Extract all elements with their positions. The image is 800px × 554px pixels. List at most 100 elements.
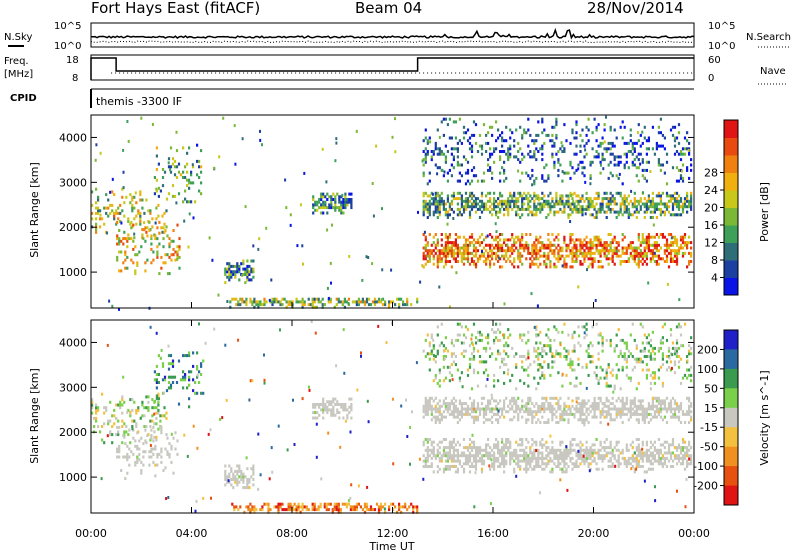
power-cell	[367, 303, 371, 307]
power-cell	[474, 205, 478, 209]
power-cell	[332, 198, 335, 201]
power-cell	[424, 152, 427, 156]
power-cell	[563, 265, 566, 269]
power-cell	[589, 262, 592, 266]
velocity-cell	[581, 412, 584, 416]
power-cell	[679, 197, 683, 201]
velocity-cell	[230, 469, 233, 473]
velocity-cell	[629, 404, 632, 408]
power-cell	[517, 249, 520, 253]
power-cell	[517, 199, 520, 203]
power-cell	[503, 160, 506, 164]
velocity-cell	[579, 418, 582, 422]
velocity-cell	[143, 425, 146, 428]
power-cell	[248, 278, 251, 282]
power-cell	[557, 233, 560, 236]
velocity-cell	[657, 407, 660, 411]
velocity-cell	[287, 505, 290, 509]
velocity-cell	[589, 448, 592, 452]
velocity-cell	[587, 412, 590, 416]
power-cell	[450, 174, 453, 178]
power-cell	[509, 194, 512, 198]
power-cell	[686, 166, 689, 170]
velocity-cell	[603, 404, 606, 408]
power-cell	[543, 246, 546, 250]
velocity-cell	[428, 454, 431, 458]
velocity-cell	[547, 407, 550, 411]
power-cell	[625, 246, 628, 250]
velocity-cell	[328, 408, 331, 412]
velocity-cell	[240, 469, 243, 473]
velocity-cell	[287, 502, 290, 506]
power-cell	[340, 206, 343, 210]
velocity-cell	[452, 402, 455, 406]
power-cell	[513, 194, 516, 198]
power-cell	[601, 152, 604, 156]
velocity-cell	[123, 435, 126, 439]
power-cell	[551, 155, 554, 159]
power-cell	[553, 205, 556, 209]
power-cell	[645, 257, 648, 261]
velocity-cell	[267, 510, 270, 514]
velocity-cell	[97, 425, 100, 428]
power-cell	[583, 174, 586, 178]
velocity-cell	[323, 505, 326, 509]
power-cell	[671, 235, 675, 239]
velocity-cell	[489, 407, 492, 411]
power-cell	[173, 159, 177, 163]
power-cell	[637, 260, 640, 263]
power-cell	[179, 173, 183, 177]
velocity-cell	[690, 459, 693, 463]
power-cell	[301, 300, 304, 304]
velocity-cell	[344, 403, 347, 406]
power-cell	[686, 191, 689, 195]
power-cell	[605, 197, 608, 201]
power-cell	[637, 202, 640, 206]
power-cell	[438, 257, 441, 261]
velocity-cell	[126, 452, 129, 456]
power-cell	[122, 186, 125, 190]
power-cell	[575, 120, 578, 124]
power-cell	[394, 117, 396, 121]
power-cell	[657, 249, 660, 253]
power-cell	[537, 202, 540, 206]
velocity-cell	[442, 379, 445, 383]
velocity-cell	[301, 508, 304, 512]
power-cell	[493, 246, 496, 250]
power-cell	[519, 179, 522, 183]
velocity-cell	[501, 446, 504, 450]
power-cell	[327, 300, 330, 304]
velocity-cell	[456, 440, 459, 444]
velocity-cell	[136, 458, 139, 462]
power-cell	[361, 300, 364, 304]
velocity-cell	[543, 410, 546, 414]
power-cell	[156, 245, 159, 249]
velocity-cell	[322, 403, 325, 406]
velocity-cell	[438, 399, 441, 403]
power-cell	[593, 155, 596, 159]
power-cell	[657, 262, 660, 266]
power-cell	[555, 123, 558, 127]
power-cell	[613, 199, 616, 203]
power-cell	[448, 202, 451, 206]
power-cell	[130, 258, 133, 262]
velocity-cell	[456, 421, 459, 424]
power-cell	[567, 216, 570, 219]
power-cell	[241, 273, 244, 277]
velocity-cell	[525, 446, 528, 450]
power-cell	[261, 303, 264, 307]
power-cell	[603, 123, 606, 127]
velocity-cell	[601, 402, 604, 406]
power-cell	[667, 210, 671, 214]
power-cell	[501, 243, 504, 247]
power-cell	[553, 238, 556, 242]
power-cell	[601, 141, 604, 145]
power-cell	[321, 297, 324, 301]
velocity-cell	[448, 407, 451, 411]
velocity-cell	[147, 400, 150, 404]
power-cell	[539, 249, 542, 253]
power-cell	[438, 207, 441, 211]
power-cell	[448, 235, 451, 239]
velocity-cell	[424, 459, 427, 463]
power-cell	[547, 213, 550, 217]
